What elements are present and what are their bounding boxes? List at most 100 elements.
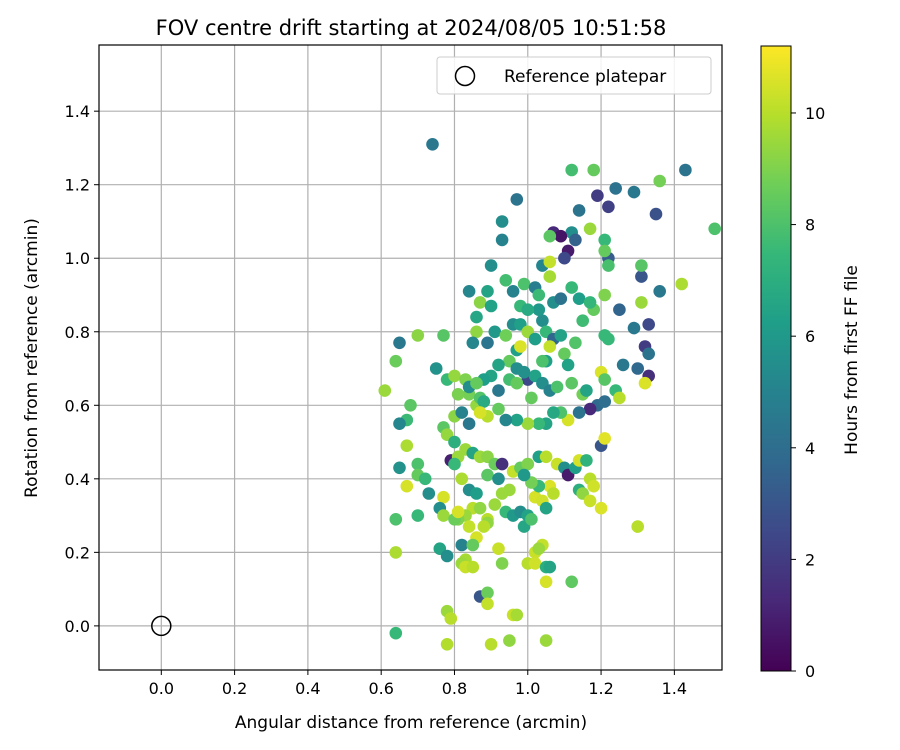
data-point xyxy=(594,501,608,515)
data-point xyxy=(470,376,483,390)
legend: Reference platepar xyxy=(436,56,712,95)
data-point xyxy=(448,435,461,449)
data-point xyxy=(536,314,549,328)
data-point xyxy=(393,417,406,431)
data-point xyxy=(389,546,403,559)
data-point xyxy=(591,189,604,202)
y-tick-label: 1.4 xyxy=(65,102,90,121)
data-point xyxy=(598,288,611,302)
x-tick-label: 1.4 xyxy=(662,679,687,698)
data-point xyxy=(587,479,600,493)
data-point xyxy=(525,513,538,526)
data-point xyxy=(583,222,597,236)
plot-frame xyxy=(98,44,723,671)
data-point xyxy=(536,354,549,368)
data-point xyxy=(708,222,721,236)
data-point xyxy=(543,255,557,269)
data-point xyxy=(653,285,666,298)
x-tick-label: 0.2 xyxy=(222,679,247,698)
data-point xyxy=(561,358,575,372)
data-point xyxy=(583,494,597,508)
data-point xyxy=(583,402,597,416)
data-point xyxy=(473,501,487,515)
data-point xyxy=(565,281,578,294)
data-point xyxy=(521,457,535,471)
legend-box xyxy=(436,56,712,95)
data-point xyxy=(484,259,498,272)
data-point xyxy=(455,538,469,552)
data-point xyxy=(602,200,615,214)
data-point xyxy=(525,391,538,405)
data-point xyxy=(638,376,652,390)
data-point xyxy=(378,384,392,397)
data-point xyxy=(389,354,403,368)
data-point xyxy=(572,406,586,419)
data-point xyxy=(572,292,586,306)
data-point xyxy=(517,468,531,482)
colorbar-ticks: 0 2 4 6 8 10 xyxy=(791,104,825,681)
data-point xyxy=(451,505,465,519)
y-axis-label: Rotation from reference (arcmin) xyxy=(22,218,42,498)
y-tick-label: 1.2 xyxy=(65,176,90,195)
data-point xyxy=(499,413,513,427)
data-point xyxy=(411,457,425,471)
data-point xyxy=(440,638,454,651)
data-point xyxy=(473,406,487,419)
data-point xyxy=(631,362,644,375)
data-point xyxy=(598,373,611,386)
y-tick-label: 0.6 xyxy=(65,396,90,415)
data-point xyxy=(543,560,557,574)
data-point xyxy=(495,233,509,247)
data-point xyxy=(543,270,557,283)
data-point xyxy=(532,542,546,555)
data-point xyxy=(532,417,546,431)
y-tick-label: 0.0 xyxy=(65,617,90,636)
data-point xyxy=(481,586,494,600)
data-point xyxy=(616,358,630,372)
data-point xyxy=(539,501,553,515)
data-point xyxy=(580,384,593,397)
data-point xyxy=(635,270,648,283)
data-point xyxy=(393,461,406,475)
data-point xyxy=(437,509,450,522)
data-point xyxy=(565,163,578,177)
data-point xyxy=(517,365,531,379)
data-point xyxy=(448,457,461,471)
data-point xyxy=(609,182,622,195)
data-point xyxy=(653,174,666,188)
legend-entry-reference: Reference platepar xyxy=(504,67,666,87)
data-point xyxy=(470,325,483,339)
data-point xyxy=(598,432,611,445)
data-point xyxy=(521,417,535,431)
y-tick-label: 0.8 xyxy=(65,323,90,342)
colorbar-tick-label: 10 xyxy=(805,104,825,123)
data-point xyxy=(473,296,487,309)
x-tick-label: 1.0 xyxy=(515,679,540,698)
data-point xyxy=(440,549,454,563)
colorbar-tick-label: 0 xyxy=(805,662,815,681)
colorbar-label: Hours from first FF file xyxy=(842,265,862,455)
data-point xyxy=(543,229,557,243)
data-point xyxy=(598,395,611,408)
data-point xyxy=(539,634,553,647)
colorbar-tick-label: 2 xyxy=(805,550,815,569)
data-point xyxy=(631,520,644,533)
data-point xyxy=(437,329,450,342)
data-point xyxy=(495,557,509,570)
x-tick-label: 0.0 xyxy=(149,679,174,698)
x-tick-label: 0.6 xyxy=(368,679,393,698)
data-point xyxy=(481,597,494,611)
data-point xyxy=(499,274,513,287)
data-point xyxy=(539,575,553,589)
data-point xyxy=(389,513,403,526)
data-point xyxy=(583,296,597,309)
data-point xyxy=(495,215,509,228)
chart-title: FOV centre drift starting at 2024/08/05 … xyxy=(156,16,667,40)
data-point xyxy=(613,303,626,317)
data-point xyxy=(539,450,553,464)
data-point xyxy=(466,336,480,350)
data-point xyxy=(580,454,593,467)
data-point xyxy=(492,542,505,555)
data-point xyxy=(495,457,509,471)
data-point xyxy=(484,299,498,313)
